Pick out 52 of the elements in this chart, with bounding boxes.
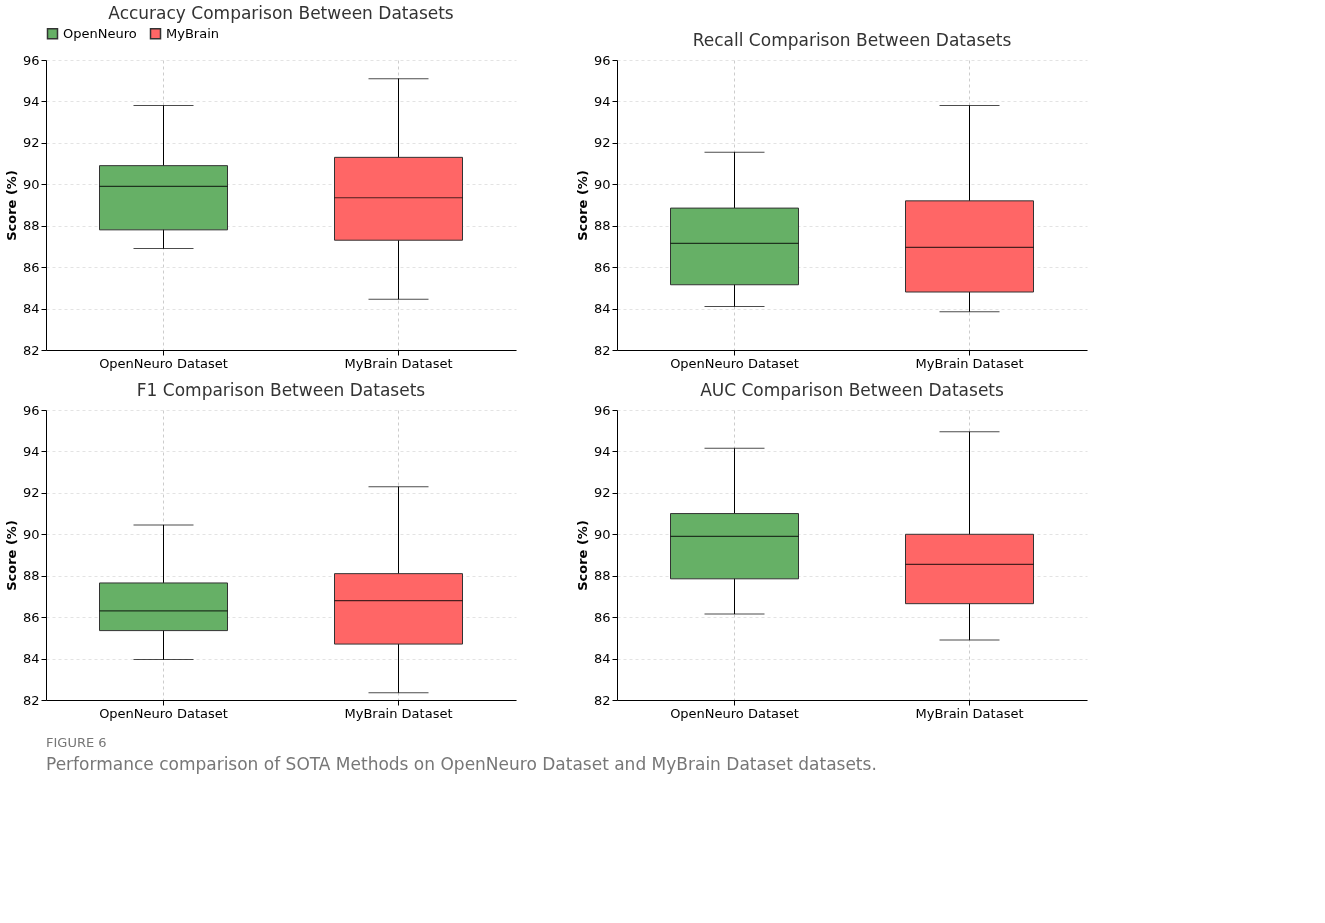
y-tick-label: 94 xyxy=(593,443,611,459)
y-tick-label: 90 xyxy=(22,176,40,192)
y-axis-title: Score (%) xyxy=(574,170,590,241)
y-tick-label: 84 xyxy=(22,651,40,667)
y-tick-label: 94 xyxy=(22,443,40,459)
y-tick-label: 92 xyxy=(593,135,611,151)
y-tick-label: 96 xyxy=(593,402,611,418)
y-tick-label: 92 xyxy=(22,135,40,151)
y-tick-label: 94 xyxy=(22,93,40,109)
y-tick-label: 92 xyxy=(22,485,40,501)
y-tick-label: 82 xyxy=(593,342,611,358)
x-tick-label: MyBrain Dataset xyxy=(344,355,453,371)
y-tick-label: 84 xyxy=(593,651,611,667)
y-tick-label: 96 xyxy=(22,402,40,418)
legend-label: MyBrain xyxy=(166,25,219,41)
y-tick-label: 82 xyxy=(22,692,40,708)
chart-title: AUC Comparison Between Datasets xyxy=(700,380,1005,400)
x-tick-label: OpenNeuro Dataset xyxy=(670,355,799,371)
y-tick-label: 92 xyxy=(593,485,611,501)
y-tick-label: 86 xyxy=(22,259,40,275)
y-tick-label: 86 xyxy=(593,259,611,275)
y-tick-label: 90 xyxy=(593,176,611,192)
y-tick-label: 84 xyxy=(22,301,40,317)
y-tick-label: 82 xyxy=(22,342,40,358)
y-axis-title: Score (%) xyxy=(3,170,19,241)
x-tick-label: MyBrain Dataset xyxy=(344,705,453,721)
y-tick-label: 82 xyxy=(593,692,611,708)
y-tick-label: 90 xyxy=(593,526,611,542)
y-tick-label: 96 xyxy=(22,52,40,68)
x-tick-label: MyBrain Dataset xyxy=(915,705,1024,721)
y-tick-label: 86 xyxy=(593,609,611,625)
y-tick-label: 84 xyxy=(593,301,611,317)
y-tick-label: 94 xyxy=(593,93,611,109)
x-tick-label: MyBrain Dataset xyxy=(915,355,1024,371)
y-tick-label: 90 xyxy=(22,526,40,542)
chart-title: F1 Comparison Between Datasets xyxy=(136,380,426,400)
y-tick-label: 88 xyxy=(593,218,611,234)
text: Performance comparison of SOTA Methods on OpenNeuro Dataset and MyBrain Dataset datasets. xyxy=(46,754,877,774)
legend-label: OpenNeuro xyxy=(63,25,137,41)
y-tick-label: 96 xyxy=(593,52,611,68)
chart-title: Recall Comparison Between Datasets xyxy=(692,30,1012,50)
y-tick-label: 86 xyxy=(22,609,40,625)
y-axis-title: Score (%) xyxy=(574,520,590,591)
y-tick-label: 88 xyxy=(22,568,40,584)
chart-title: Accuracy Comparison Between Datasets xyxy=(108,3,454,23)
y-tick-label: 88 xyxy=(22,218,40,234)
y-axis-title: Score (%) xyxy=(3,520,19,591)
x-tick-label: OpenNeuro Dataset xyxy=(99,705,228,721)
x-tick-label: OpenNeuro Dataset xyxy=(99,355,228,371)
x-tick-label: OpenNeuro Dataset xyxy=(670,705,799,721)
y-tick-label: 88 xyxy=(593,568,611,584)
caption: FIGURE 6 xyxy=(46,735,107,750)
